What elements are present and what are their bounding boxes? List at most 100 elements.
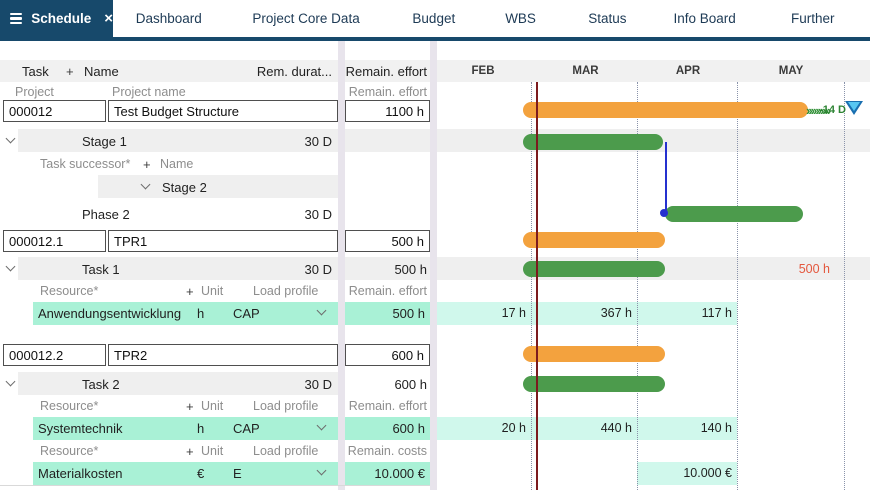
resource2-apr-value: 140 h (637, 417, 737, 440)
menu-icon[interactable] (10, 12, 23, 25)
resource2-mar-value: 440 h (531, 417, 637, 440)
tpr2-id-input[interactable] (3, 344, 106, 366)
resource2-header-load: Load profile (253, 399, 319, 413)
tpr1-effort-input[interactable] (345, 230, 430, 252)
resource3-load-dropdown-icon[interactable] (316, 466, 326, 476)
tab-info-board[interactable]: Info Board (673, 11, 736, 26)
project-name-input[interactable] (108, 100, 338, 122)
resource3-row-bg (33, 462, 338, 485)
close-icon[interactable]: × (104, 10, 113, 27)
month-feb: FEB (471, 65, 495, 77)
resource1-header-label: Resource* (40, 284, 99, 298)
add-resource1-button[interactable]: + (186, 284, 194, 299)
column-divider-left[interactable] (338, 41, 345, 490)
resource2-effort: 600 h (392, 421, 425, 436)
dependency-dot (660, 209, 668, 217)
add-resource3-button[interactable]: + (186, 444, 194, 459)
month-may: MAY (778, 65, 804, 77)
successor-header-label: Task successor* (40, 157, 131, 171)
resource1-header-load: Load profile (253, 284, 319, 298)
tpr1-name-input[interactable] (108, 230, 338, 252)
task1-expander-icon[interactable] (5, 262, 15, 272)
project-effort-input[interactable] (345, 100, 430, 122)
resource3-name[interactable]: Materialkosten (38, 466, 123, 481)
project-id-input[interactable] (3, 100, 106, 122)
subheader-rem-effort: Remain. effort (348, 85, 427, 99)
task2-row-strip (18, 372, 338, 395)
tab-dashboard[interactable]: Dashboard (135, 11, 202, 26)
tab-schedule-label: Schedule (31, 11, 92, 26)
task1-overload-value: 500 h (798, 262, 830, 276)
tab-schedule[interactable]: Schedule × (0, 0, 113, 37)
stage1-duration: 30 D (304, 134, 332, 149)
stage1-bar[interactable] (523, 134, 663, 150)
resource3-load-value[interactable]: E (233, 466, 242, 481)
resource2-load-dropdown-icon[interactable] (316, 421, 326, 431)
today-line (536, 82, 538, 490)
col-header-rem-duration: Rem. durat... (256, 64, 332, 79)
stage2-row-strip (98, 175, 338, 198)
resource2-header-label: Resource* (40, 399, 99, 413)
task2-expander-icon[interactable] (5, 377, 15, 387)
stage1-label: Stage 1 (82, 134, 127, 149)
resource1-apr-value: 117 h (637, 302, 737, 325)
tpr1-id-input[interactable] (3, 230, 106, 252)
resource2-name[interactable]: Systemtechnik (38, 421, 123, 436)
phase2-bar[interactable] (665, 206, 803, 222)
resource2-header-effort: Remain. effort (348, 399, 427, 413)
task2-duration: 30 D (304, 377, 332, 392)
resource1-mar-value: 367 h (531, 302, 637, 325)
month-apr: APR (675, 65, 701, 77)
resource2-load-value[interactable]: CAP (233, 421, 260, 436)
resource1-load-dropdown-icon[interactable] (316, 306, 326, 316)
stage1-row-strip (18, 129, 870, 152)
tab-further[interactable]: Further (791, 11, 835, 26)
resource3-costs: 10.000 € (374, 466, 425, 481)
resource2-row-bg (33, 417, 338, 440)
resource3-costs-bg (345, 462, 430, 485)
stage2-dropdown-icon[interactable] (140, 180, 150, 190)
buffer-chevrons-icon: ›››››››››› (806, 103, 831, 118)
tpr1-summary-bar[interactable] (523, 232, 665, 248)
column-divider-right[interactable] (430, 41, 437, 490)
add-task-button[interactable]: + (66, 64, 74, 79)
col-header-rem-effort: Remain. effort (345, 64, 427, 79)
resource2-unit: h (197, 421, 205, 436)
resource3-header-load: Load profile (253, 444, 319, 458)
resource3-header-unit: Unit (201, 444, 224, 458)
tab-status[interactable]: Status (588, 11, 627, 26)
resource1-effort: 500 h (392, 306, 425, 321)
resource1-name[interactable]: Anwendungsentwicklung (38, 306, 182, 321)
add-resource2-button[interactable]: + (186, 399, 194, 414)
add-successor-button[interactable]: + (143, 157, 151, 172)
tpr2-name-input[interactable] (108, 344, 338, 366)
phase2-label: Phase 2 (82, 207, 130, 222)
tab-project-core-data[interactable]: Project Core Data (252, 11, 360, 26)
col-header-task: Task (22, 64, 49, 79)
resource1-load-value[interactable]: CAP (233, 306, 260, 321)
tab-bar: Schedule × Dashboard Project Core Data B… (0, 0, 870, 41)
resource2-feb-value: 20 h (437, 417, 531, 440)
task1-bar[interactable] (523, 261, 665, 277)
phase2-duration: 30 D (304, 207, 332, 222)
dependency-connector (665, 142, 667, 214)
tpr2-effort-input[interactable] (345, 344, 430, 366)
resource1-effort-bg (345, 302, 430, 325)
gridline-jun (844, 82, 845, 490)
tab-wbs[interactable]: WBS (505, 11, 536, 26)
tab-budget[interactable]: Budget (412, 11, 456, 26)
stage1-expander-icon[interactable] (5, 134, 15, 144)
resource1-unit: h (197, 306, 205, 321)
deadline-milestone-icon[interactable] (845, 101, 863, 115)
task2-bar[interactable] (523, 376, 665, 392)
project-summary-bar[interactable] (523, 102, 808, 118)
resource1-header-effort: Remain. effort (348, 284, 427, 298)
gridline-apr (637, 82, 638, 490)
gridline-may (737, 82, 738, 490)
task1-effort: 500 h (394, 262, 427, 277)
col-header-name: Name (84, 64, 119, 79)
resource1-header-unit: Unit (201, 284, 224, 298)
resource3-header-label: Resource* (40, 444, 99, 458)
tpr2-summary-bar[interactable] (523, 346, 665, 362)
